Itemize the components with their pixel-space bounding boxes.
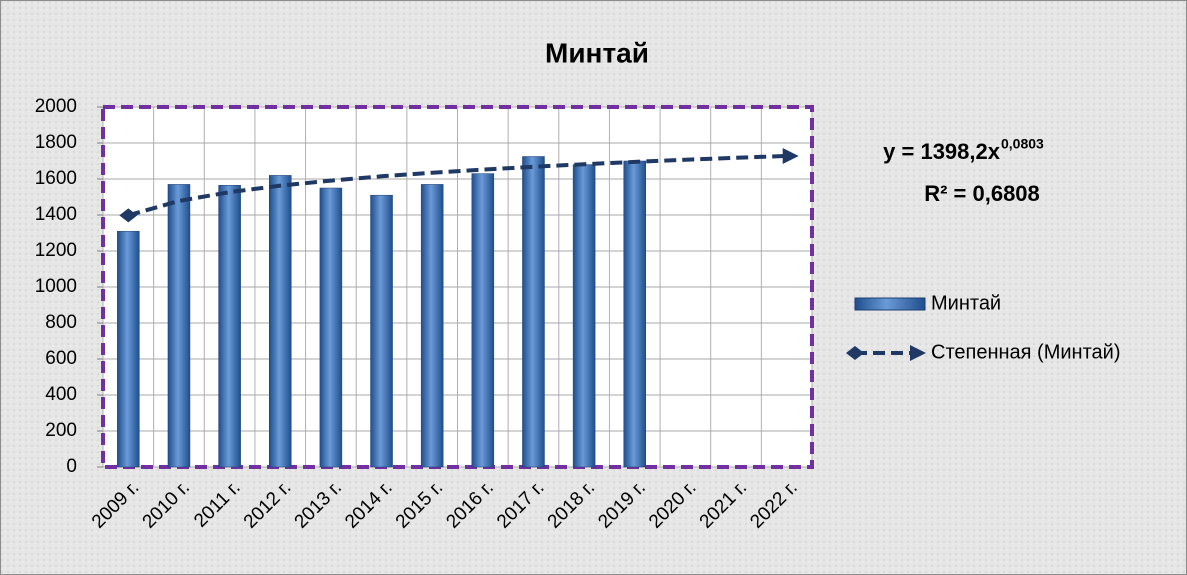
bar <box>572 164 596 468</box>
bar <box>269 175 292 468</box>
equation: y = 1398,2x <box>883 139 1001 164</box>
bar <box>319 187 343 468</box>
y-tick-label: 1200 <box>35 240 77 261</box>
bar <box>522 156 545 468</box>
bar <box>420 184 444 468</box>
legend-arrow <box>910 345 926 361</box>
bar <box>623 160 646 468</box>
legend-diamond <box>846 346 864 360</box>
y-tick-label: 1400 <box>35 204 77 225</box>
trend-line <box>127 153 787 218</box>
trend-start-marker <box>119 208 138 223</box>
chart-title: Минтай <box>545 37 649 68</box>
y-tick-label: 600 <box>45 348 77 369</box>
legend-swatch <box>854 297 926 311</box>
legend-label: Минтай <box>931 292 1001 314</box>
y-tick-label: 1600 <box>35 168 77 189</box>
equation-exponent: 0,0803 <box>1001 136 1044 152</box>
y-tick-label: 0 <box>66 456 77 477</box>
bar <box>471 173 495 468</box>
y-tick-label: 200 <box>45 420 77 441</box>
y-tick-label: 2000 <box>35 96 77 117</box>
bar <box>167 184 191 468</box>
bar <box>370 194 393 468</box>
legend-label: Степенная (Минтай) <box>931 341 1120 363</box>
y-tick-label: 800 <box>45 312 77 333</box>
y-tick-label: 1000 <box>35 276 77 297</box>
plot-border <box>101 105 814 469</box>
y-tick-label: 1800 <box>35 132 77 153</box>
bar <box>117 230 140 468</box>
y-tick-label: 400 <box>45 384 77 405</box>
trend-end-arrow <box>782 147 799 164</box>
bar <box>218 185 241 468</box>
r-squared: R² = 0,6808 <box>924 181 1040 206</box>
